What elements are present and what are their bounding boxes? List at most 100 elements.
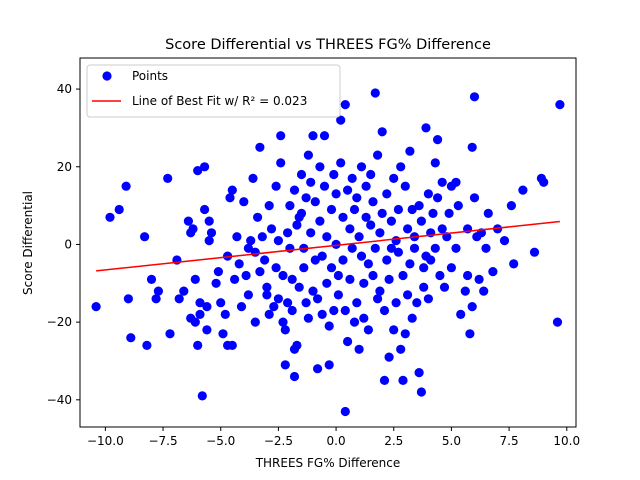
data-point [276,158,286,168]
axes-frame [79,57,577,428]
data-point [287,274,297,284]
axes: −10.0 −7.5 −5.0 −2.5 0.0 2.5 5.0 7.5 10.0 −40 −20 0… [47,57,580,448]
data-point [243,290,253,300]
data-point [114,204,124,215]
data-point [301,193,311,203]
data-point [190,274,200,284]
x-tick-label: −5.0 [206,434,235,448]
data-point [379,375,390,385]
data-point [407,313,417,323]
data-point [446,263,456,273]
data-point [227,185,237,195]
data-point [405,259,415,269]
data-point [368,270,378,281]
data-point [273,294,283,304]
data-point [326,263,337,273]
y-tick-label: −20 [47,315,72,329]
data-point [123,294,133,304]
data-point [329,305,339,316]
data-point [386,243,396,253]
data-point [377,208,387,218]
data-point [419,263,429,273]
data-point [278,270,288,281]
x-tick-label: 2.5 [384,434,403,448]
data-point [340,100,350,110]
data-point [303,150,313,160]
data-point [421,123,431,133]
data-point [151,294,161,304]
data-point [433,135,443,145]
data-point [313,364,323,374]
data-point [506,201,516,211]
data-point [363,259,373,269]
data-point [439,282,450,292]
data-point [250,317,260,327]
data-point [266,224,277,234]
data-point [211,278,221,288]
data-point [206,228,217,238]
data-point [373,150,383,160]
data-point [179,286,189,296]
data-point [241,270,251,281]
legend-label-line: Line of Best Fit w/ R² = 0.023 [132,94,307,108]
data-point [370,88,380,98]
data-point [366,169,376,180]
data-point [377,127,387,137]
data-point [340,305,350,316]
data-point [343,185,353,195]
data-point [301,298,311,308]
data-point [250,247,260,257]
x-tick-label: 5.0 [442,434,461,448]
x-tick-label: −10.0 [87,434,124,448]
data-point [366,220,376,230]
data-point [218,329,228,339]
data-point [481,243,491,253]
data-point [331,189,341,199]
y-axis-label: Score Differential [21,191,35,295]
data-point [347,243,357,253]
data-point [195,298,205,308]
data-point [255,267,265,277]
data-point [146,274,157,284]
data-point [359,278,369,288]
data-point [356,251,367,261]
data-point [324,360,334,370]
data-point [363,325,373,335]
data-point [285,243,295,253]
data-point [91,302,101,312]
data-point [375,286,385,296]
data-point [239,197,249,207]
data-point [260,255,270,265]
data-point [174,294,184,304]
data-point [414,368,424,378]
data-point [248,173,258,183]
data-point [361,181,371,191]
data-point [276,131,286,141]
data-point [153,286,163,296]
data-point [204,216,214,226]
data-point [391,236,401,246]
data-point [287,305,297,316]
x-tick-label: −2.5 [264,434,293,448]
data-point [306,177,316,187]
data-point [338,212,348,222]
data-point [460,286,470,296]
data-point [190,317,200,327]
data-point [419,282,429,292]
data-point [204,236,214,246]
data-point [373,294,383,304]
data-point [430,158,440,168]
data-point [322,232,332,242]
data-point [433,193,443,203]
data-point [292,220,302,230]
data-point [331,239,341,249]
data-point [405,146,415,156]
data-point [315,216,325,226]
data-point [428,208,438,218]
data-point [416,387,426,397]
data-point [469,193,480,203]
data-point [243,243,253,253]
data-point [278,317,288,327]
data-point [326,204,337,215]
data-point [310,255,320,265]
